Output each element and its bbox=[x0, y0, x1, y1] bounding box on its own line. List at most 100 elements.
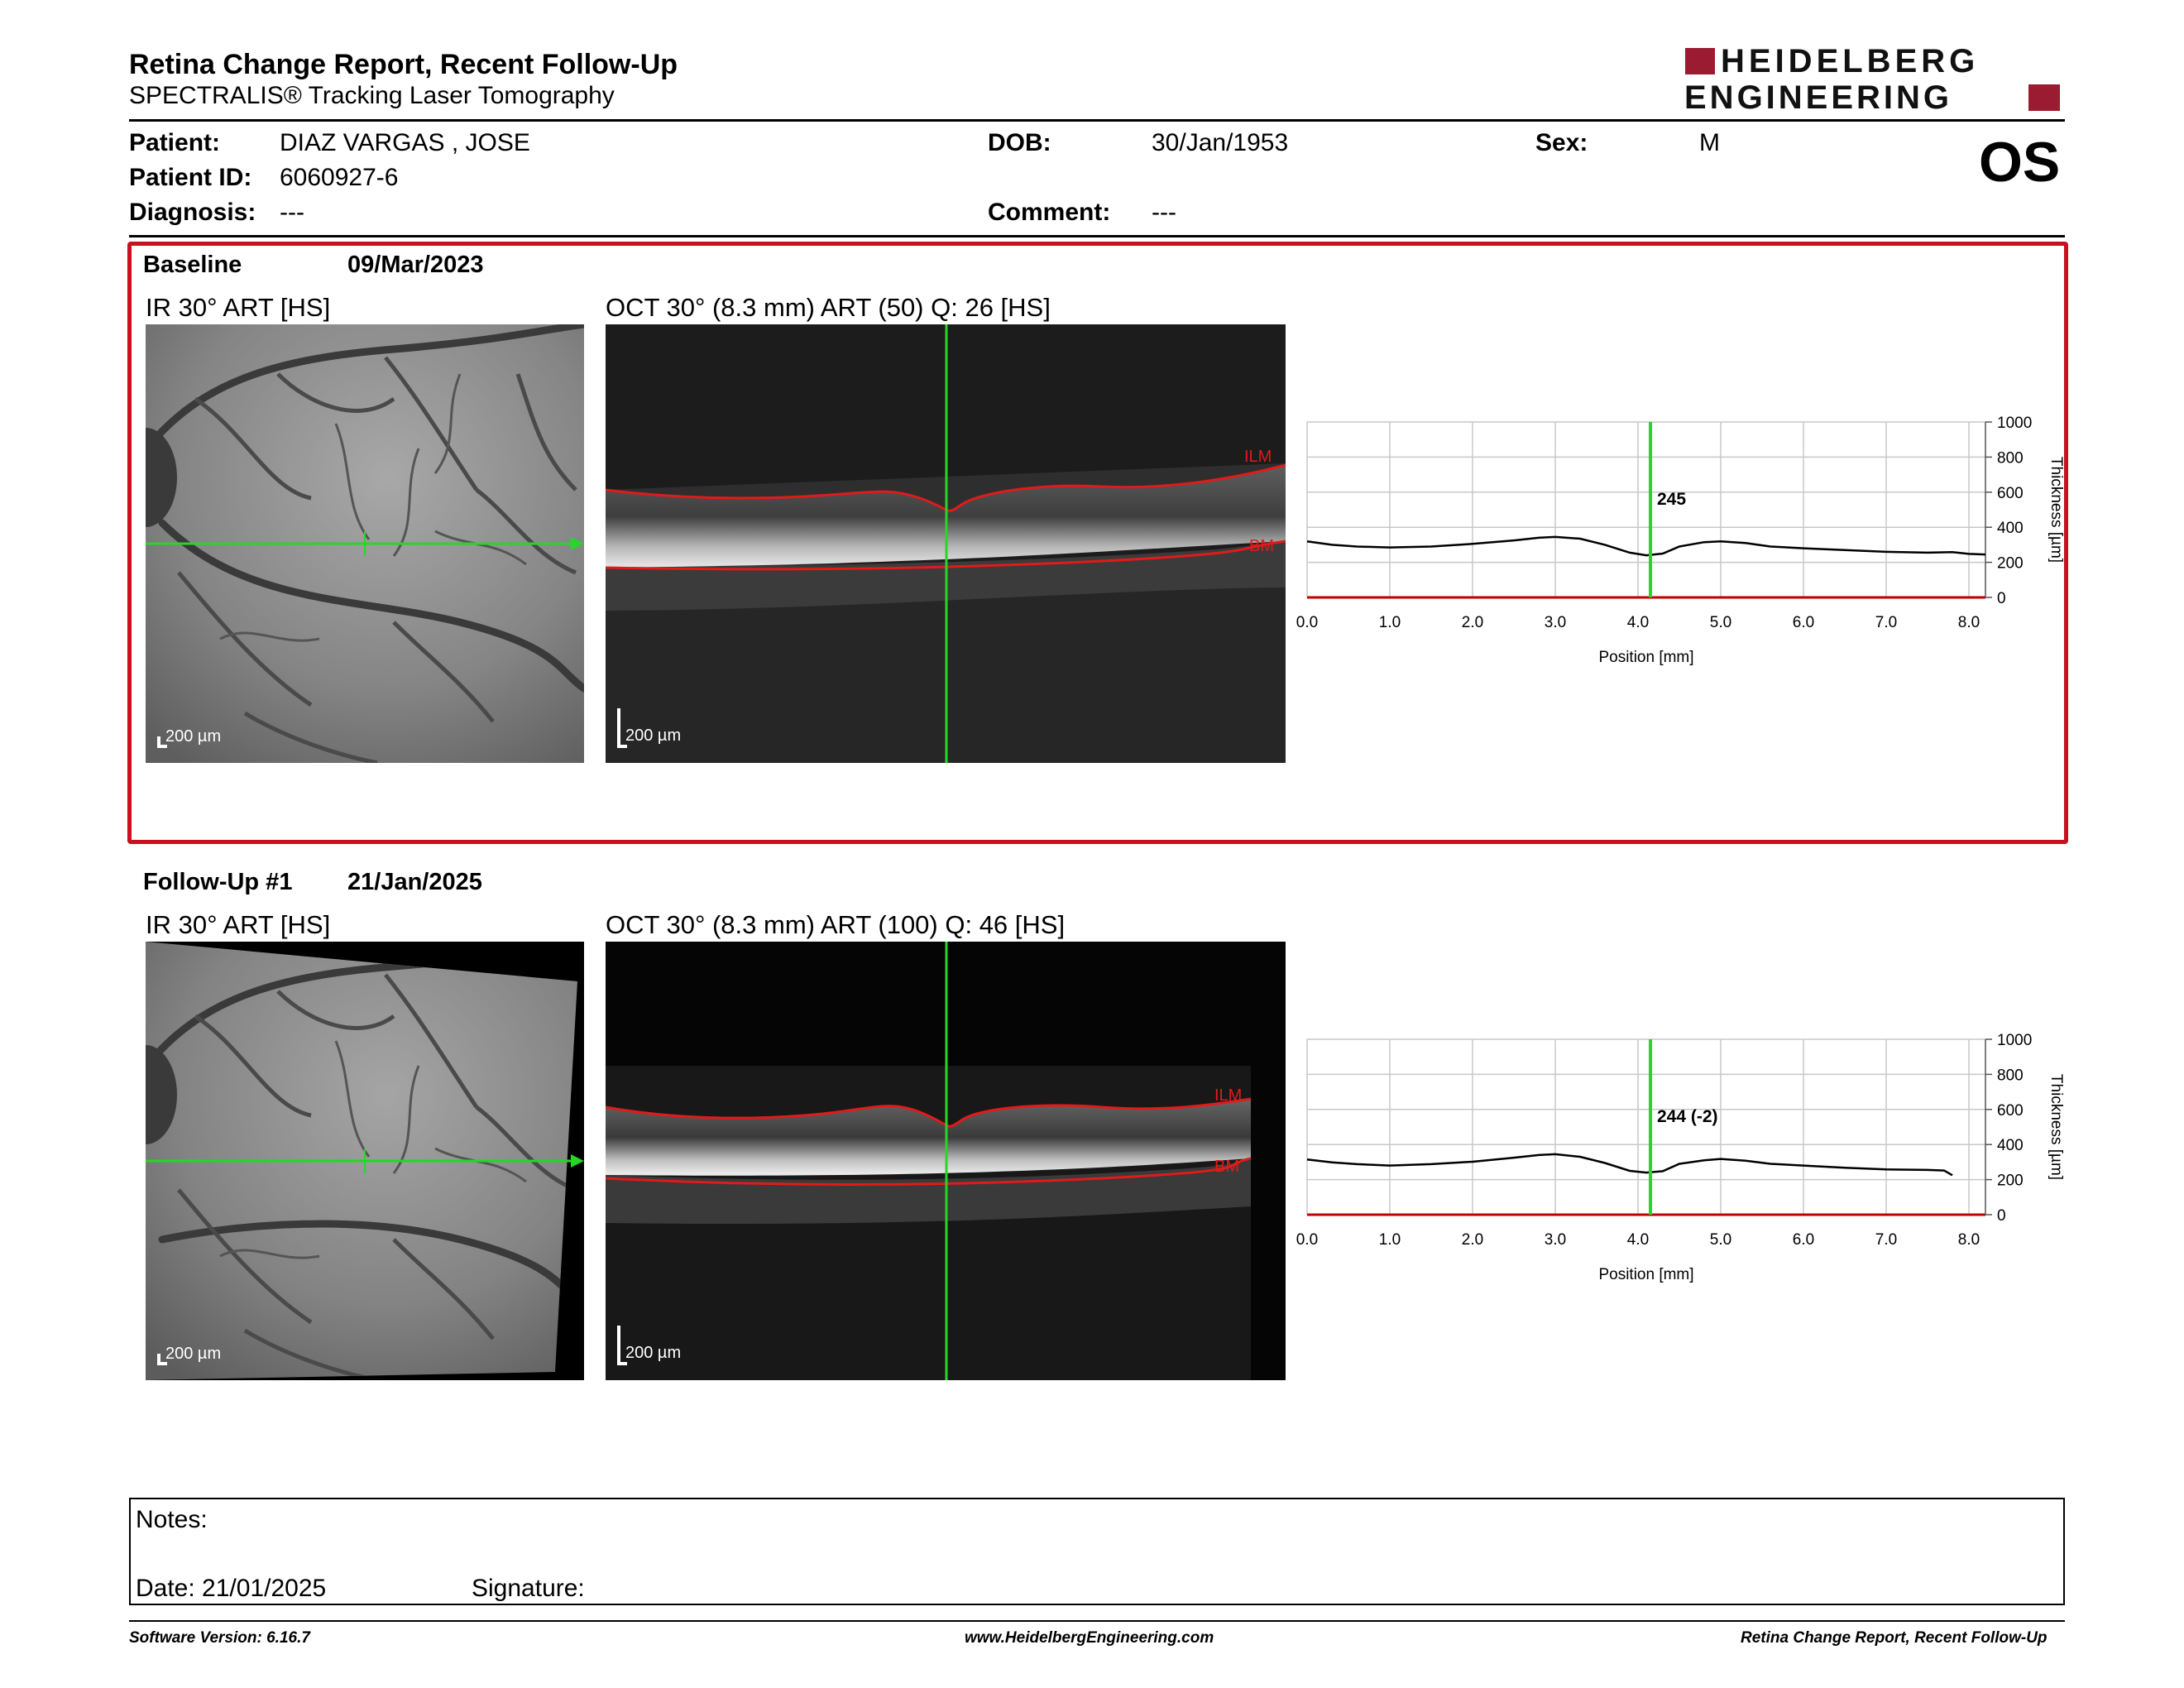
x-tick-label: 4.0 bbox=[1627, 614, 1649, 631]
followup-date: 21/Jan/2025 bbox=[347, 869, 482, 895]
dob-value: 30/Jan/1953 bbox=[1152, 129, 1289, 156]
x-tick-label: 7.0 bbox=[1875, 1231, 1897, 1249]
notes-date: Date: 21/01/2025 bbox=[136, 1575, 327, 1602]
x-tick-label: 5.0 bbox=[1710, 1231, 1731, 1249]
marker-value: 245 bbox=[1657, 490, 1686, 509]
x-tick-label: 5.0 bbox=[1710, 614, 1731, 631]
followup-bm-label: BM bbox=[1214, 1158, 1239, 1176]
notes-box bbox=[129, 1498, 2065, 1605]
patient-id-value: 6060927-6 bbox=[280, 164, 399, 191]
x-axis-label: Position [mm] bbox=[1598, 649, 1693, 666]
baseline-ir-scale-text: 200 µm bbox=[165, 727, 222, 746]
notes-signature: Signature: bbox=[472, 1575, 585, 1602]
notes-label: Notes: bbox=[136, 1506, 208, 1533]
baseline-oct-scale-bar bbox=[617, 708, 627, 748]
baseline-ir-image: 200 µm bbox=[146, 324, 584, 763]
patient-rule bbox=[129, 235, 2065, 237]
sex-label: Sex: bbox=[1535, 129, 1588, 156]
plot-area bbox=[1306, 421, 1986, 598]
baseline-oct-title: OCT 30° (8.3 mm) ART (50) Q: 26 [HS] bbox=[606, 293, 1051, 322]
baseline-fundus-svg bbox=[146, 324, 584, 763]
x-tick-label: 1.0 bbox=[1379, 1231, 1401, 1249]
y-tick-label: 600 bbox=[1997, 485, 2024, 502]
baseline-ilm-label: ILM bbox=[1244, 448, 1272, 466]
x-tick-label: 4.0 bbox=[1627, 1231, 1649, 1249]
followup-oct-scale-text: 200 µm bbox=[625, 1344, 682, 1362]
plot-area bbox=[1306, 1038, 1986, 1216]
y-tick-label: 800 bbox=[1997, 449, 2024, 467]
x-axis-label: Position [mm] bbox=[1598, 1266, 1693, 1283]
x-tick-label: 6.0 bbox=[1793, 1231, 1814, 1249]
heidelberg-logo: HEIDELBERG ENGINEERING bbox=[1681, 45, 2063, 116]
followup-chart-svg: 0.0 1.0 2.0 3.0 4.0 5.0 6.0 7.0 8.0 1000 800 600 400… bbox=[1296, 1032, 2065, 1283]
followup-ir-scale-text: 200 µm bbox=[165, 1345, 222, 1363]
baseline-oct-svg bbox=[606, 324, 1286, 763]
followup-oct-title: OCT 30° (8.3 mm) ART (100) Q: 46 [HS] bbox=[606, 910, 1066, 939]
logo-square-top bbox=[1685, 48, 1715, 74]
followup-ir-title: IR 30° ART [HS] bbox=[146, 910, 331, 939]
baseline-bm-label: BM bbox=[1249, 537, 1274, 555]
baseline-thickness-chart: 0.0 1.0 2.0 3.0 4.0 5.0 6.0 7.0 8.0 1000 800 600 400… bbox=[1291, 405, 2068, 679]
y-tick-label: 0 bbox=[1997, 1207, 2006, 1225]
comment-value: --- bbox=[1152, 199, 1176, 226]
x-tick-label: 1.0 bbox=[1379, 614, 1401, 631]
patient-id-label: Patient ID: bbox=[129, 164, 252, 191]
x-tick-label: 7.0 bbox=[1875, 614, 1897, 631]
y-tick-label: 400 bbox=[1997, 520, 2024, 537]
x-tick-label: 3.0 bbox=[1545, 1231, 1566, 1249]
baseline-date: 09/Mar/2023 bbox=[347, 252, 484, 278]
followup-ir-scale-bar bbox=[157, 1354, 167, 1365]
baseline-ir-scale-bar bbox=[157, 736, 167, 748]
y-tick-label: 800 bbox=[1997, 1067, 2024, 1084]
y-axis-label: Thickness [µm] bbox=[2048, 1074, 2065, 1180]
logo-heidelberg: HEIDELBERG bbox=[1721, 43, 1980, 79]
diagnosis-label: Diagnosis: bbox=[129, 199, 256, 226]
header-rule bbox=[129, 119, 2065, 122]
y-tick-label: 400 bbox=[1997, 1137, 2024, 1154]
followup-oct-svg bbox=[606, 942, 1286, 1380]
x-tick-label: 6.0 bbox=[1793, 614, 1814, 631]
x-tick-label: 2.0 bbox=[1462, 1231, 1483, 1249]
followup-ilm-label: ILM bbox=[1214, 1086, 1243, 1105]
baseline-oct-scale-text: 200 µm bbox=[625, 727, 682, 745]
report-title: Retina Change Report, Recent Follow-Up bbox=[129, 49, 678, 80]
x-tick-label: 2.0 bbox=[1462, 614, 1483, 631]
followup-fundus-svg bbox=[146, 942, 584, 1380]
followup-thickness-chart: 0.0 1.0 2.0 3.0 4.0 5.0 6.0 7.0 8.0 1000 800 600 400… bbox=[1291, 1023, 2068, 1296]
dob-label: DOB: bbox=[988, 129, 1051, 156]
diagnosis-value: --- bbox=[280, 199, 304, 226]
y-tick-label: 200 bbox=[1997, 555, 2024, 573]
y-tick-label: 600 bbox=[1997, 1102, 2024, 1120]
footer-report-name: Retina Change Report, Recent Follow-Up bbox=[1741, 1629, 2048, 1647]
x-tick-label: 0.0 bbox=[1296, 614, 1318, 631]
y-axis-label: Thickness [µm] bbox=[2048, 457, 2065, 563]
logo-engineering: ENGINEERING bbox=[1684, 79, 1953, 116]
marker-value: 244 (-2) bbox=[1657, 1107, 1718, 1126]
x-tick-label: 0.0 bbox=[1296, 1231, 1318, 1249]
x-tick-label: 8.0 bbox=[1958, 1231, 1980, 1249]
thickness-line bbox=[1306, 535, 1986, 557]
baseline-label: Baseline bbox=[143, 252, 242, 278]
thickness-line bbox=[1306, 1153, 1953, 1177]
footer-website: www.HeidelbergEngineering.com bbox=[965, 1629, 1214, 1647]
baseline-oct-image: ILM BM 200 µm bbox=[606, 324, 1286, 763]
sex-value: M bbox=[1699, 129, 1720, 156]
followup-label: Follow-Up #1 bbox=[143, 869, 293, 895]
x-tick-label: 8.0 bbox=[1958, 614, 1980, 631]
report-subtitle: SPECTRALIS® Tracking Laser Tomography bbox=[129, 82, 615, 109]
footer-software-version: Software Version: 6.16.7 bbox=[129, 1629, 310, 1647]
comment-label: Comment: bbox=[988, 199, 1111, 226]
y-tick-label: 200 bbox=[1997, 1172, 2024, 1190]
eye-label: OS bbox=[1979, 131, 2061, 194]
y-tick-label: 0 bbox=[1997, 590, 2006, 607]
followup-oct-scale-bar bbox=[617, 1326, 627, 1365]
y-tick-label: 1000 bbox=[1997, 415, 2032, 432]
followup-oct-image: ILM BM 200 µm bbox=[606, 942, 1286, 1380]
y-tick-label: 1000 bbox=[1997, 1032, 2032, 1049]
logo-square-bottom bbox=[2028, 84, 2060, 111]
patient-label: Patient: bbox=[129, 129, 221, 156]
x-tick-label: 3.0 bbox=[1545, 614, 1566, 631]
followup-ir-image: 200 µm bbox=[146, 942, 584, 1380]
baseline-chart-svg: 0.0 1.0 2.0 3.0 4.0 5.0 6.0 7.0 8.0 1000 800 600 400… bbox=[1296, 415, 2065, 666]
baseline-frame bbox=[127, 242, 2068, 844]
